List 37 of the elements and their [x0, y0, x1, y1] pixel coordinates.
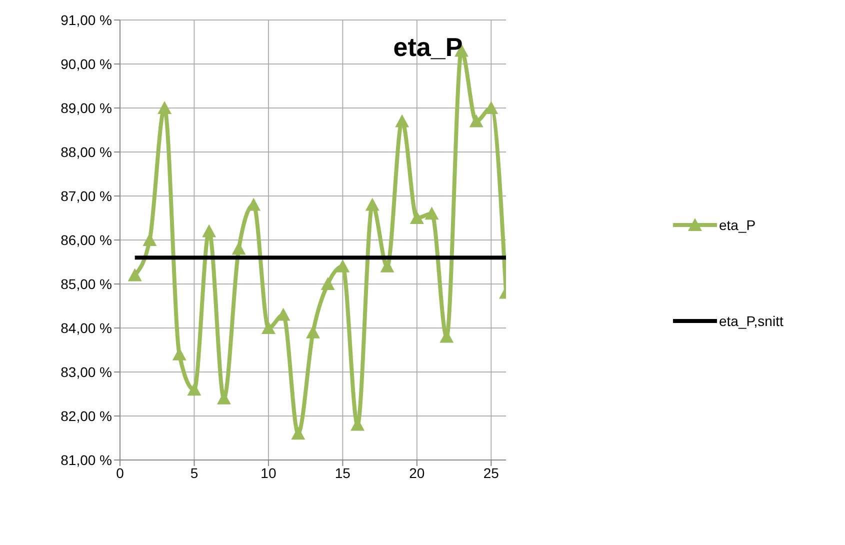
- point: [469, 114, 484, 128]
- text: eta_P: [392, 32, 464, 63]
- point: [424, 206, 439, 220]
- point: [158, 101, 172, 114]
- point: [142, 233, 157, 246]
- y-tick-label: 91,00 %: [60, 12, 112, 28]
- point: [336, 259, 350, 272]
- point: [306, 325, 320, 338]
- x-tick-label: 25: [483, 464, 500, 481]
- point: [320, 277, 335, 290]
- point: [365, 198, 380, 211]
- point: [380, 259, 394, 272]
- point: [261, 321, 276, 334]
- x-tick-label: 15: [334, 464, 351, 481]
- y-tick-label: 84,00 %: [60, 320, 112, 336]
- x-tick-label: 20: [409, 464, 425, 481]
- point: [187, 382, 202, 396]
- y-tick-label: 90,00 %: [60, 56, 112, 72]
- y-tick-label: 88,00 %: [60, 144, 112, 160]
- point: [410, 211, 424, 224]
- x-tick-label: 10: [260, 464, 276, 481]
- legend-label: eta_P,snitt: [719, 313, 784, 329]
- x-tick-label: 0: [116, 464, 124, 481]
- point: [395, 114, 410, 128]
- y-tick-label: 82,00 %: [60, 408, 112, 424]
- point: [128, 268, 142, 282]
- y-tick-label: 89,00 %: [60, 100, 112, 116]
- point: [202, 224, 216, 238]
- y-tick-label: 81,00 %: [60, 452, 112, 468]
- y-tick-label: 83,00 %: [60, 364, 112, 380]
- y-tick-label: 85,00 %: [60, 276, 112, 292]
- legend-label: eta_P: [719, 217, 756, 233]
- point: [232, 242, 246, 255]
- x-tick-label: 5: [190, 464, 198, 481]
- y-tick-label: 87,00 %: [60, 188, 112, 204]
- y-tick-label: 86,00 %: [60, 232, 112, 248]
- point: [291, 426, 306, 440]
